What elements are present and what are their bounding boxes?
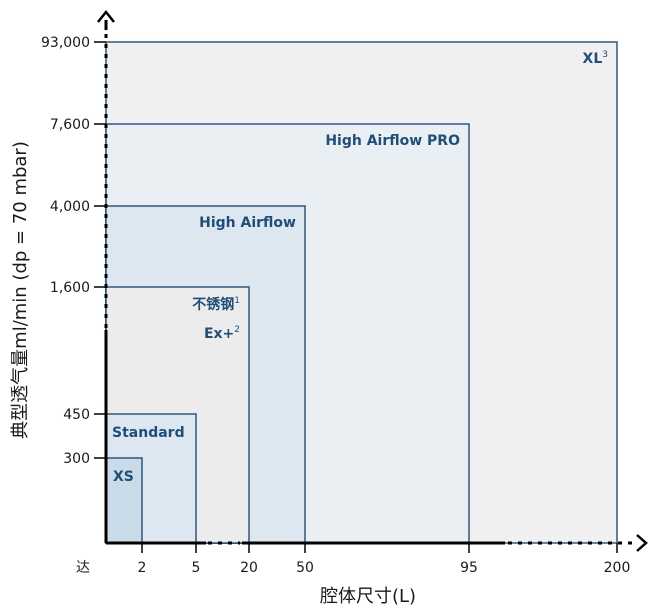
y-tick-label: 450	[63, 407, 90, 423]
x-tick-label: 200	[604, 560, 631, 576]
x-tick-label: 5	[192, 560, 201, 576]
label-high-airflow: High Airflow	[199, 215, 296, 231]
region-layer	[105, 41, 618, 544]
x-tick-label: 95	[460, 560, 478, 576]
y-axis-arrow	[97, 9, 115, 23]
labels-layer: XL3 High Airflow PRO High Airflow 不锈钢1 Ex+2 S…	[112, 50, 608, 485]
label-ex: Ex+2	[204, 325, 240, 342]
x-axis-title: 腔体尺寸(L)	[320, 586, 416, 607]
label-standard: Standard	[112, 425, 185, 441]
y-tick-label: 300	[63, 451, 90, 467]
y-axis-title: 典型透气量ml/min (dp = 70 mbar)	[10, 141, 31, 439]
x-tick-label: 2	[138, 560, 147, 576]
axes-layer	[97, 9, 648, 552]
label-xs: XS	[113, 469, 134, 485]
label-xl: XL3	[583, 50, 608, 67]
label-high-airflow-pro: High Airflow PRO	[325, 133, 460, 149]
y-tick-label: 4,000	[50, 199, 90, 215]
ticks-layer: 300 450 1,600 4,000 7,600 93,000 2 5 20 50 95 200 达	[41, 35, 630, 576]
y-tick-label: 93,000	[41, 35, 90, 51]
x-origin-label: 达	[76, 560, 90, 576]
x-tick-label: 20	[240, 560, 258, 576]
y-tick-label: 7,600	[50, 117, 90, 133]
y-tick-label: 1,600	[50, 280, 90, 296]
label-stainless: 不锈钢1	[192, 296, 240, 313]
x-axis-arrow	[636, 534, 648, 552]
x-tick-label: 50	[296, 560, 314, 576]
